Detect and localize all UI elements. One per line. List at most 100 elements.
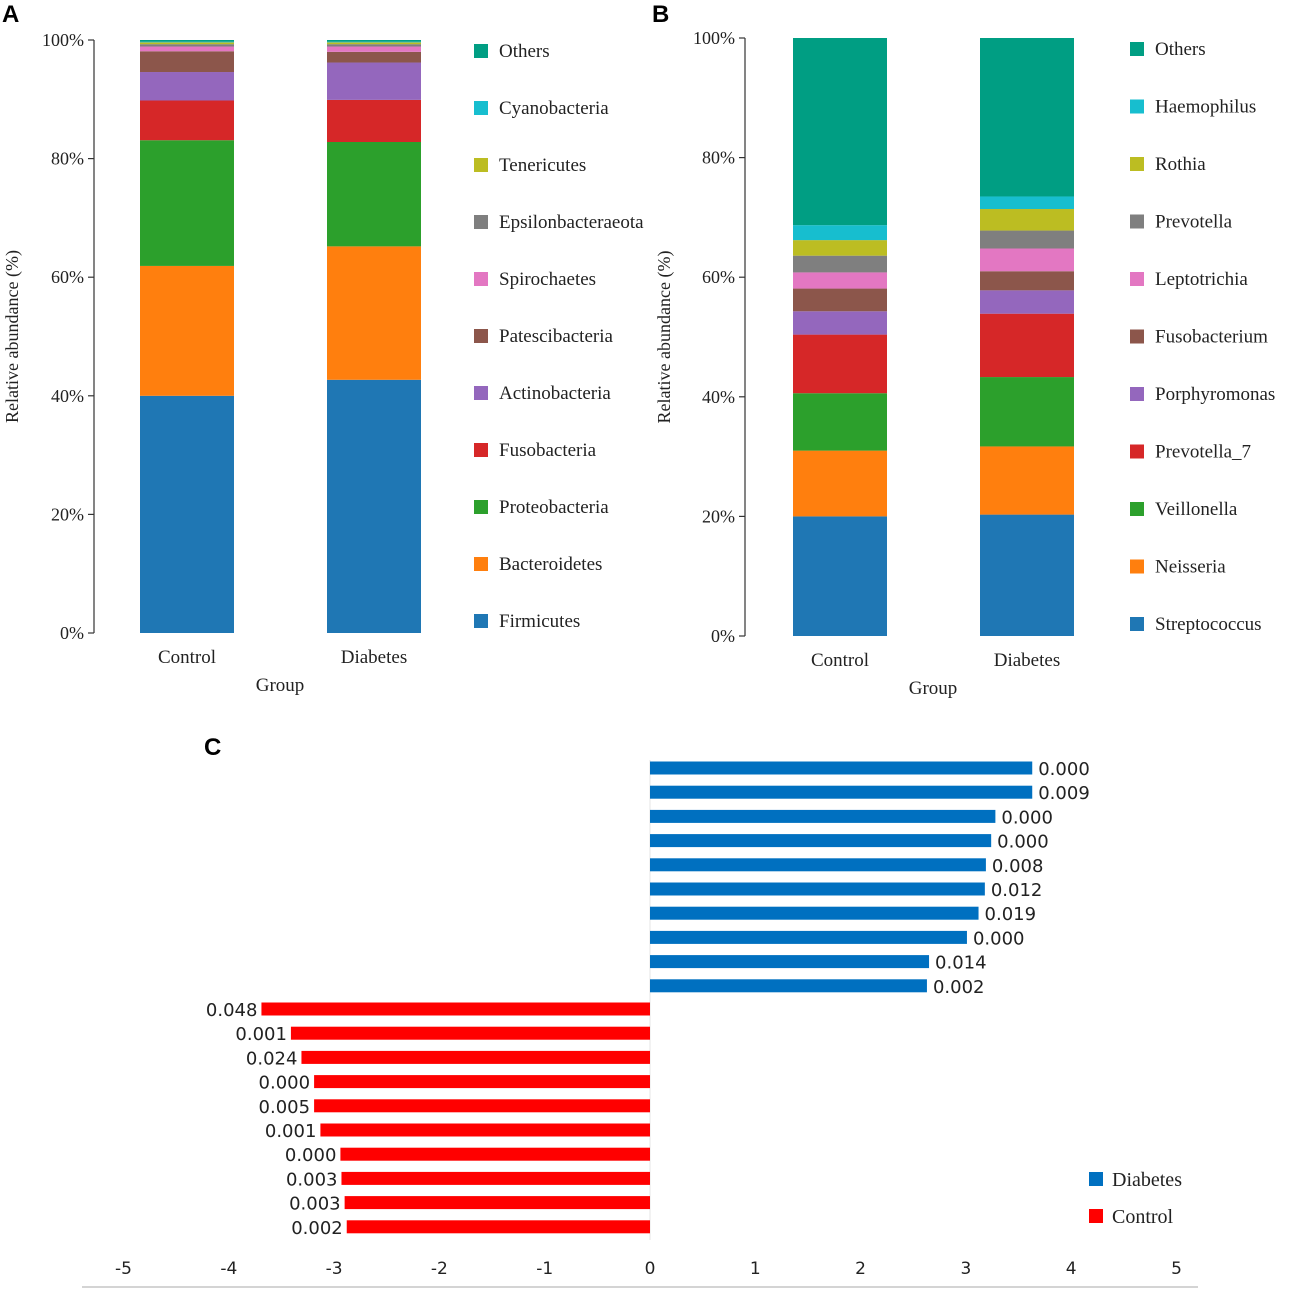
a-x-tick-label: Diabetes <box>341 647 407 668</box>
b-y-tick-label: 80% <box>702 148 735 168</box>
c-bar-control <box>301 1050 650 1064</box>
b-x-tick-label: Control <box>811 650 869 671</box>
b-bar-control-porphyromonas <box>793 311 887 335</box>
c-bar-control <box>314 1099 650 1113</box>
a-bar-diabetes-actinobacteria <box>327 62 421 100</box>
panel-a-chart: 0% 20% 40% 60% 80% 100% Relative abundance (%)… <box>2 30 644 696</box>
a-legend-swatch-proteobacteria <box>474 500 488 514</box>
c-bar-diabetes <box>650 761 1033 775</box>
b-bar-diabetes-haemophilus <box>980 196 1074 210</box>
b-legend-label-neisseria: Neisseria <box>1155 557 1226 578</box>
c-legend-swatch-control <box>1089 1209 1103 1223</box>
c-bar-label-control: 0.001 <box>265 1121 317 1142</box>
b-legend-label-fusobacterium: Fusobacterium <box>1155 327 1268 348</box>
b-legend-label-porphyromonas: Porphyromonas <box>1155 384 1275 405</box>
b-bar-control-leptotrichia <box>793 272 887 289</box>
a-bar-control-epsilonbacteraeota <box>140 44 234 47</box>
a-bar-control-bacteroidetes <box>140 265 234 396</box>
b-legend-swatch-leptotrichia <box>1130 272 1144 286</box>
c-x-tick-label: 3 <box>960 1259 971 1279</box>
a-bar-control-fusobacteria <box>140 100 234 141</box>
b-x-tick-label: Diabetes <box>994 650 1060 671</box>
b-bar-control-prevotella-7 <box>793 334 887 394</box>
a-legend-swatch-epsilonbacteraeota <box>474 215 488 229</box>
a-bar-diabetes-epsilonbacteraeota <box>327 44 421 47</box>
c-bar-label-diabetes: 0.014 <box>935 953 987 974</box>
b-y-tick-label: 100% <box>693 28 735 48</box>
panel-label-c: C <box>204 734 221 761</box>
c-bar-label-control: 0.048 <box>206 1000 258 1021</box>
b-bar-diabetes-veillonella <box>980 377 1074 447</box>
a-legend-swatch-tenericutes <box>474 158 488 172</box>
b-legend-label-prevotella: Prevotella <box>1155 212 1233 233</box>
b-bar-diabetes-prevotella-7 <box>980 313 1074 378</box>
a-legend-label-actinobacteria: Actinobacteria <box>499 383 611 404</box>
b-bar-diabetes-leptotrichia <box>980 248 1074 272</box>
a-legend-label-proteobacteria: Proteobacteria <box>499 497 609 518</box>
b-legend-label-others: Others <box>1155 39 1206 60</box>
c-x-tick-label: -3 <box>326 1259 343 1279</box>
c-legend-label-control: Control <box>1112 1206 1174 1228</box>
c-bar-diabetes <box>650 930 967 944</box>
b-legend-swatch-rothia <box>1130 157 1144 171</box>
a-bar-control-spirochaetes <box>140 46 234 52</box>
c-bar-label-control: 0.003 <box>286 1169 338 1190</box>
a-legend-label-cyanobacteria: Cyanobacteria <box>499 98 609 119</box>
c-bar-diabetes <box>650 882 985 896</box>
b-legend-label-rothia: Rothia <box>1155 154 1206 175</box>
b-bar-control-veillonella <box>793 393 887 451</box>
b-legend-swatch-others <box>1130 42 1144 56</box>
c-bar-label-diabetes: 0.009 <box>1038 783 1090 804</box>
c-bar-diabetes <box>650 979 927 993</box>
c-bar-control <box>320 1123 650 1137</box>
a-bar-control-others <box>140 40 234 42</box>
b-legend-swatch-haemophilus <box>1130 99 1144 114</box>
a-bar-control-cyanobacteria <box>140 41 234 43</box>
b-bar-diabetes-porphyromonas <box>980 290 1074 314</box>
c-bar-label-control: 0.005 <box>259 1097 311 1118</box>
c-bar-label-diabetes: 0.000 <box>1001 807 1053 828</box>
c-x-tick-label: 0 <box>645 1259 656 1279</box>
c-bar-label-diabetes: 0.000 <box>997 832 1049 853</box>
a-bar-diabetes-firmicutes <box>327 379 421 633</box>
a-legend-swatch-spirochaetes <box>474 272 488 286</box>
c-bar-label-diabetes: 0.012 <box>991 880 1043 901</box>
b-bar-diabetes-neisseria <box>980 446 1074 515</box>
b-legend-swatch-streptococcus <box>1130 617 1144 631</box>
c-x-tick-label: 5 <box>1171 1259 1182 1279</box>
b-bar-control-prevotella <box>793 255 887 273</box>
a-bar-diabetes-tenericutes <box>327 42 421 45</box>
c-bar-label-diabetes: 0.000 <box>973 928 1025 949</box>
b-bar-control-streptococcus <box>793 516 887 636</box>
a-y-tick-label: 60% <box>51 267 84 287</box>
c-bar-diabetes <box>650 955 930 969</box>
b-legend-label-haemophilus: Haemophilus <box>1155 97 1256 118</box>
c-bar-label-control: 0.002 <box>291 1218 343 1239</box>
c-bar-label-control: 0.024 <box>246 1048 298 1069</box>
c-x-tick-label: -1 <box>536 1259 553 1279</box>
a-legend-swatch-patescibacteria <box>474 329 488 343</box>
a-y-tick-label: 80% <box>51 149 84 169</box>
a-bar-diabetes-spirochaetes <box>327 46 421 52</box>
c-bar-label-diabetes: 0.002 <box>933 977 985 998</box>
panel-label-b: B <box>652 1 669 28</box>
b-bar-diabetes-rothia <box>980 209 1074 231</box>
b-bar-control-others <box>793 38 887 226</box>
b-legend-swatch-veillonella <box>1130 502 1144 516</box>
c-x-tick-label: 4 <box>1066 1259 1077 1279</box>
c-bar-diabetes <box>650 906 979 920</box>
a-legend-swatch-actinobacteria <box>474 386 488 400</box>
c-bar-diabetes <box>650 858 986 872</box>
c-bar-control <box>261 1002 650 1016</box>
a-legend-label-spirochaetes: Spirochaetes <box>499 269 596 290</box>
a-y-tick-label: 40% <box>51 386 84 406</box>
b-y-tick-label: 0% <box>711 626 735 646</box>
b-legend-swatch-porphyromonas <box>1130 387 1144 401</box>
c-bar-control <box>290 1026 650 1040</box>
c-bar-control <box>314 1075 650 1089</box>
c-bar-label-control: 0.003 <box>289 1194 341 1215</box>
panel-b-chart: 0% 20% 40% 60% 80% 100% Relative abundance (%)… <box>654 28 1275 699</box>
c-x-tick-label: 2 <box>855 1259 866 1279</box>
b-bar-diabetes-others <box>980 38 1074 197</box>
a-legend-swatch-firmicutes <box>474 614 488 628</box>
